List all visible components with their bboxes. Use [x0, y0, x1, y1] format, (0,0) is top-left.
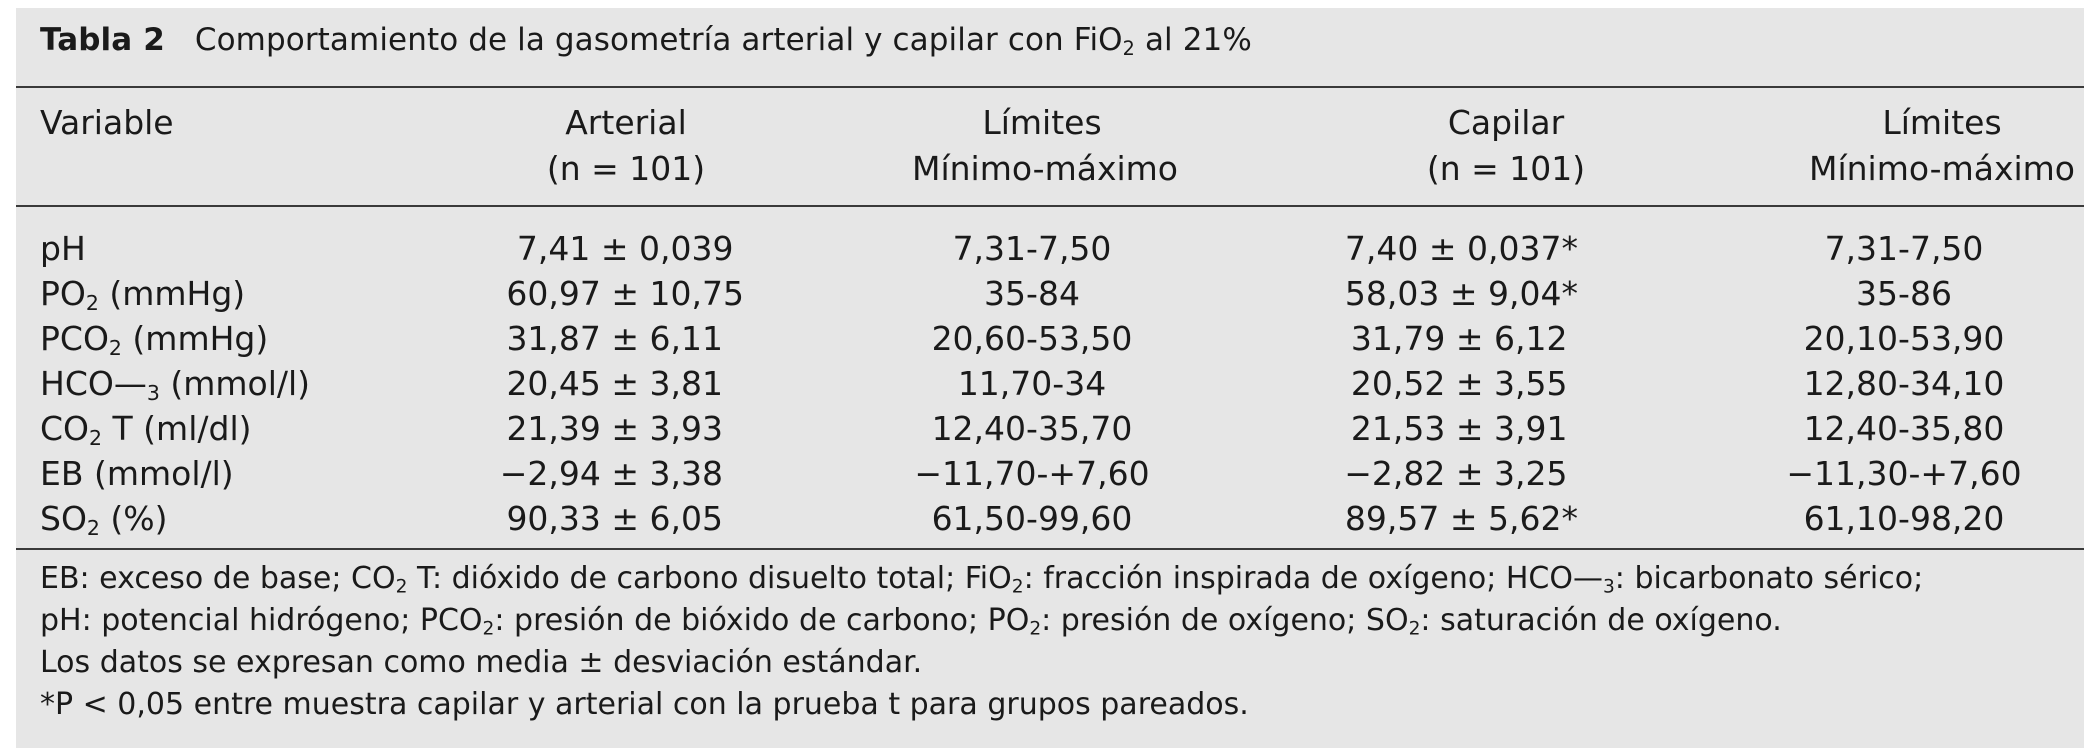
limits-arterial-cell: 12,40-35,70 [931, 409, 1133, 448]
limits-arterial-cell: 35-84 [984, 274, 1080, 313]
header-limits-arterial: Límites Mínimo-máximo [912, 103, 1178, 188]
arterial-cell: 7,41 ± 0,039 [516, 229, 744, 268]
arterial-cell: 60,97 ± 10,75 [506, 274, 744, 313]
caption-label: Tabla 2 [40, 22, 165, 58]
table-caption: Tabla 2 Comportamiento de la gasometría a… [40, 22, 1252, 58]
caption-text: Comportamiento de la gasometría arterial… [194, 22, 1252, 60]
table-row: PCO2 (mmHg) 31,87 ± 6,11 20,60-53,50 31,79… [16, 316, 2084, 361]
limits-capilar-cell: 7,31-7,50 [1824, 229, 1984, 268]
limits-capilar-cell: 35-86 [1856, 274, 1952, 313]
capilar-cell: −2,82 ± 3,25 [1344, 454, 1578, 493]
arterial-cell: 20,45 ± 3,81 [506, 364, 744, 403]
capilar-cell: 7,40 ± 0,037* [1344, 229, 1578, 268]
rule-top [16, 86, 2084, 88]
limits-arterial-cell: 11,70-34 [957, 364, 1107, 403]
limits-arterial-cell: 61,50-99,60 [931, 499, 1133, 538]
footnote-line: *P < 0,05 entre muestra capilar y arteri… [40, 687, 1249, 722]
footnote-line: EB: exceso de base; CO2 T: dióxido de ca… [40, 561, 1924, 598]
table-row: pH 7,41 ± 0,039 7,31-7,50 7,40 ± 0,037* 7,3… [16, 226, 2084, 271]
limits-capilar-cell: 61,10-98,20 [1803, 499, 2005, 538]
limits-arterial-cell: 20,60-53,50 [931, 319, 1133, 358]
limits-arterial-cell: −11,70-+7,60 [914, 454, 1150, 493]
arterial-cell: 21,39 ± 3,93 [506, 409, 744, 448]
footnote-line: pH: potencial hidrógeno; PCO2: presión d… [40, 603, 1782, 640]
table-row: HCO—3 (mmol/l) 20,45 ± 3,81 11,70-34 20,52… [16, 361, 2084, 406]
rule-bottom [16, 548, 2084, 550]
arterial-cell: 90,33 ± 6,05 [506, 499, 744, 538]
variable-cell: EB (mmol/l) [40, 454, 234, 493]
limits-capilar-cell: 12,80-34,10 [1803, 364, 2005, 403]
variable-cell: CO2 T (ml/dl) [40, 409, 252, 451]
rule-header [16, 205, 2084, 207]
capilar-cell: 31,79 ± 6,12 [1350, 319, 1578, 358]
limits-capilar-cell: −11,30-+7,60 [1786, 454, 2022, 493]
table-row: CO2 T (ml/dl) 21,39 ± 3,93 12,40-35,70 21,… [16, 406, 2084, 451]
footnote-line: Los datos se expresan como media ± desvi… [40, 645, 923, 680]
table-row: SO2 (%) 90,33 ± 6,05 61,50-99,60 89,57 ± 5… [16, 496, 2084, 541]
header-limits-capilar: Límites Mínimo-máximo [1809, 103, 2075, 188]
variable-cell: PCO2 (mmHg) [40, 319, 269, 361]
capilar-cell: 58,03 ± 9,04* [1344, 274, 1578, 313]
header-capilar: Capilar (n = 101) [1426, 103, 1586, 188]
header-variable: Variable [40, 103, 174, 142]
limits-capilar-cell: 12,40-35,80 [1803, 409, 2005, 448]
variable-cell: HCO—3 (mmol/l) [40, 364, 311, 406]
header-arterial: Arterial (n = 101) [546, 103, 706, 188]
capilar-cell: 20,52 ± 3,55 [1350, 364, 1578, 403]
table-row: EB (mmol/l) −2,94 ± 3,38 −11,70-+7,60 −2,8… [16, 451, 2084, 496]
table-panel: Tabla 2 Comportamiento de la gasometría a… [16, 8, 2084, 748]
limits-arterial-cell: 7,31-7,50 [952, 229, 1112, 268]
variable-cell: pH [40, 229, 86, 268]
variable-cell: PO2 (mmHg) [40, 274, 246, 316]
table-row: PO2 (mmHg) 60,97 ± 10,75 35-84 58,03 ± 9,04… [16, 271, 2084, 316]
limits-capilar-cell: 20,10-53,90 [1803, 319, 2005, 358]
table-footnotes: EB: exceso de base; CO2 T: dióxido de ca… [40, 558, 1923, 726]
variable-cell: SO2 (%) [40, 499, 168, 541]
arterial-cell: 31,87 ± 6,11 [506, 319, 744, 358]
capilar-cell: 21,53 ± 3,91 [1350, 409, 1578, 448]
arterial-cell: −2,94 ± 3,38 [499, 454, 744, 493]
capilar-cell: 89,57 ± 5,62* [1344, 499, 1578, 538]
